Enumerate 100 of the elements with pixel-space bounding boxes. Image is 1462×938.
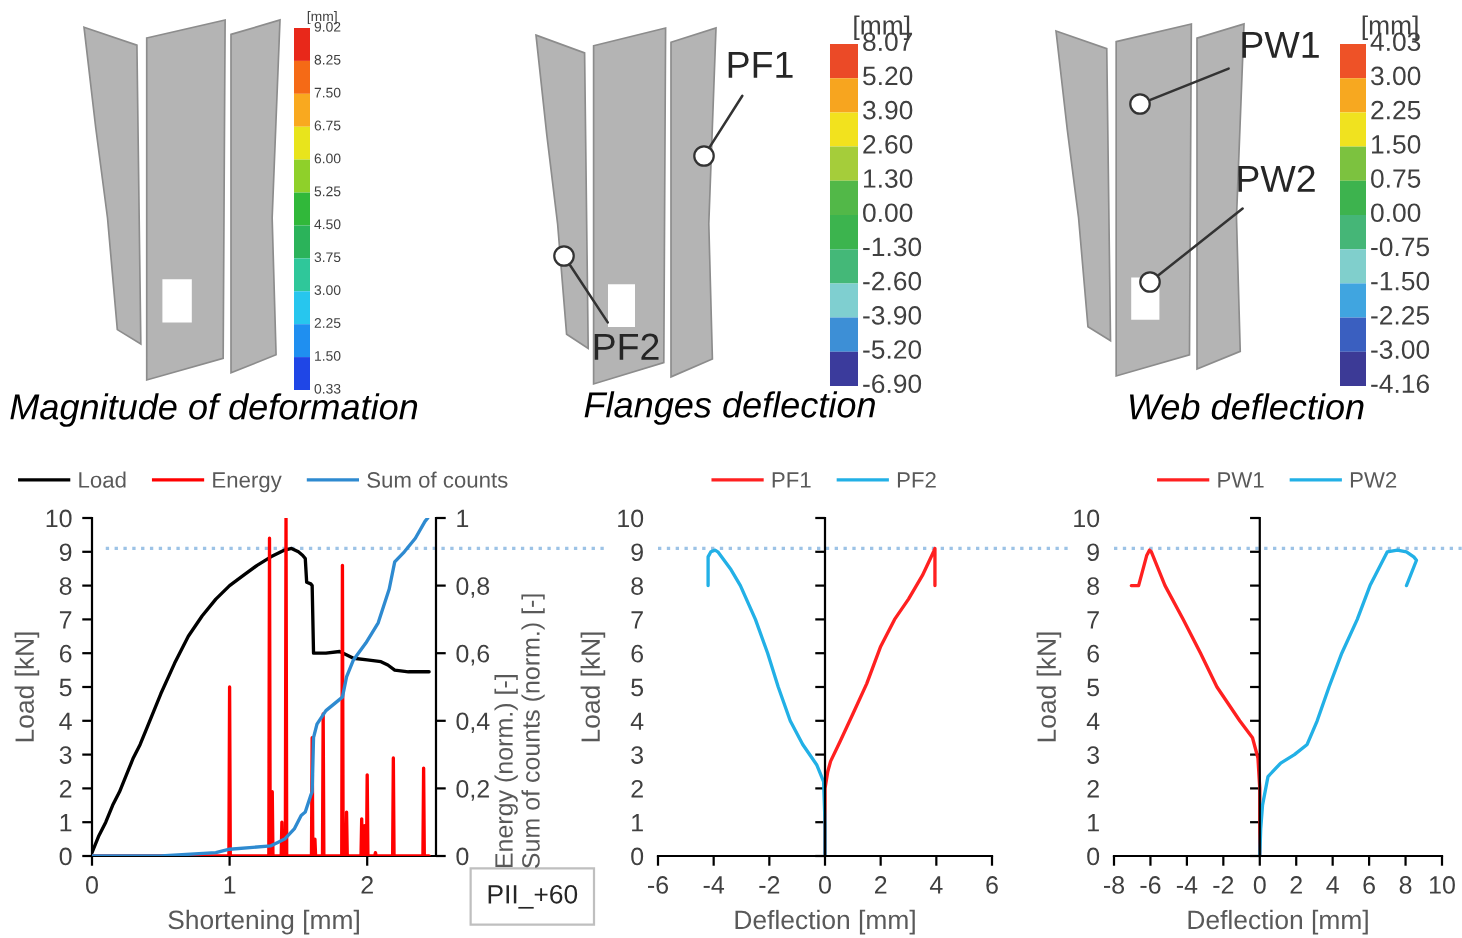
y-tick-label: 0 [1087, 847, 1100, 866]
y-tick-label: 4 [1086, 712, 1100, 730]
y-tick-label: 3 [1087, 746, 1100, 764]
text: 2.25 [1371, 100, 1421, 120]
text: -5.20 [863, 340, 922, 359]
x-tick-label: 10 [1430, 876, 1455, 894]
y-tick-label: 10 [1074, 509, 1100, 528]
text: Flanges deflection [584, 391, 875, 425]
y-axis-title: Load [kN] [1036, 632, 1062, 742]
x-tick-label: -2 [1213, 876, 1234, 894]
y-tick-label: 5 [631, 678, 644, 697]
y-tick-label: 2 [631, 780, 643, 798]
text: -1.30 [863, 237, 922, 257]
y-tick-label: 2 [1087, 780, 1099, 798]
text: 0.00 [1371, 203, 1421, 223]
y-tick-label: 2 [59, 780, 72, 798]
y-tick-label: 7 [1087, 611, 1099, 629]
y2-tick-label: 0,6 [456, 644, 490, 666]
legend-label: Sum of counts [367, 471, 508, 488]
x-axis-title: Deflection [mm] [1188, 909, 1368, 935]
y-tick-label: 0 [631, 847, 644, 866]
y-tick-label: 4 [59, 712, 72, 730]
y-tick-label: 9 [631, 543, 643, 562]
y2-tick-label: 0,8 [456, 577, 490, 598]
legend-label: PF1 [772, 472, 811, 488]
text: 1.50 [1372, 135, 1421, 154]
y-axis-title: Load [kN] [14, 632, 40, 742]
x-tick-label: 4 [929, 876, 943, 894]
legend-label: Load [79, 471, 126, 488]
y-tick-label: 8 [631, 577, 644, 595]
y-tick-label: 7 [59, 611, 72, 629]
text: PF2 [594, 333, 659, 360]
x-axis-title: Shortening [mm] [168, 909, 359, 935]
x-tick-label: 8 [1399, 876, 1412, 894]
x-tick-label: 4 [1326, 876, 1339, 894]
x-tick-label: -4 [703, 876, 725, 894]
y-tick-label: 10 [46, 509, 72, 528]
y-tick-label: 3 [631, 746, 644, 764]
y-tick-label: 7 [631, 611, 643, 629]
x-tick-label: 0 [819, 876, 831, 894]
x-tick-label: -2 [759, 876, 780, 894]
y-tick-label: 6 [631, 644, 644, 663]
y-tick-label: 1 [632, 814, 643, 832]
y-tick-label: 3 [59, 746, 72, 764]
x-tick-label: 6 [1363, 876, 1375, 894]
x-axis-title: Deflection [mm] [735, 909, 915, 935]
y2-tick-label: 0,2 [456, 780, 489, 801]
y-tick-label: 9 [59, 543, 72, 562]
y-axis-title: Load [kN] [580, 632, 606, 742]
y-tick-label: 8 [59, 577, 72, 595]
text: 3.90 [863, 100, 913, 120]
y2-tick-label: 1 [457, 509, 469, 528]
y-tick-label: 5 [59, 678, 72, 697]
text: -1.50 [1371, 271, 1430, 291]
x-tick-label: 1 [224, 876, 236, 894]
text: PII_+60 [488, 884, 578, 909]
y-tick-label: 8 [1087, 577, 1100, 595]
y-tick-label: 6 [1087, 644, 1100, 663]
text: PW2 [1238, 165, 1315, 192]
x-tick-label: 6 [986, 876, 998, 894]
y2-axis-title: Energy (norm.) [-] Sum of counts (norm.) [-] [494, 594, 545, 869]
text: 2.60 [863, 135, 913, 154]
legend-label: Energy [213, 472, 282, 493]
y-tick-label: 1 [60, 814, 72, 832]
y2-tick-label: 0 [456, 847, 469, 866]
x-tick-label: -8 [1104, 876, 1125, 894]
text: 3.00 [1371, 66, 1421, 86]
x-tick-label: 0 [1253, 876, 1266, 894]
x-tick-label: -4 [1176, 876, 1198, 894]
y-tick-label: 5 [1087, 678, 1100, 697]
text: 5.20 [863, 66, 913, 86]
y-tick-label: 0 [59, 847, 72, 866]
x-tick-label: 2 [874, 876, 887, 894]
text: PF1 [728, 51, 793, 78]
text: -2.60 [863, 271, 922, 291]
text: -2.25 [1371, 306, 1430, 325]
x-tick-label: -6 [648, 876, 669, 894]
text: 0.75 [1371, 169, 1421, 188]
text: -3.00 [1371, 340, 1430, 359]
text: -3.90 [863, 306, 922, 325]
y-tick-label: 1 [1088, 814, 1099, 832]
text: 1.30 [864, 169, 913, 188]
x-tick-label: 2 [361, 876, 373, 894]
text: -0.75 [1371, 237, 1430, 257]
y-tick-label: 6 [59, 644, 72, 663]
legend-label: PF2 [897, 472, 936, 488]
legend-label: PW1 [1218, 472, 1264, 488]
x-tick-label: -6 [1140, 876, 1161, 894]
y-tick-label: 10 [618, 509, 644, 528]
y2-tick-label: 0,4 [456, 712, 490, 734]
text: Web deflection [1130, 393, 1364, 420]
text: PW1 [1242, 31, 1319, 58]
legend-label: PW2 [1350, 472, 1397, 488]
text: -4.16 [1371, 374, 1429, 394]
y-tick-label: 4 [630, 712, 644, 730]
y-tick-label: 9 [1087, 543, 1099, 562]
x-tick-label: 2 [1290, 876, 1302, 894]
text: 0.00 [863, 203, 913, 223]
text: Magnitude of deformation [10, 393, 418, 427]
text: -6.90 [863, 374, 922, 394]
